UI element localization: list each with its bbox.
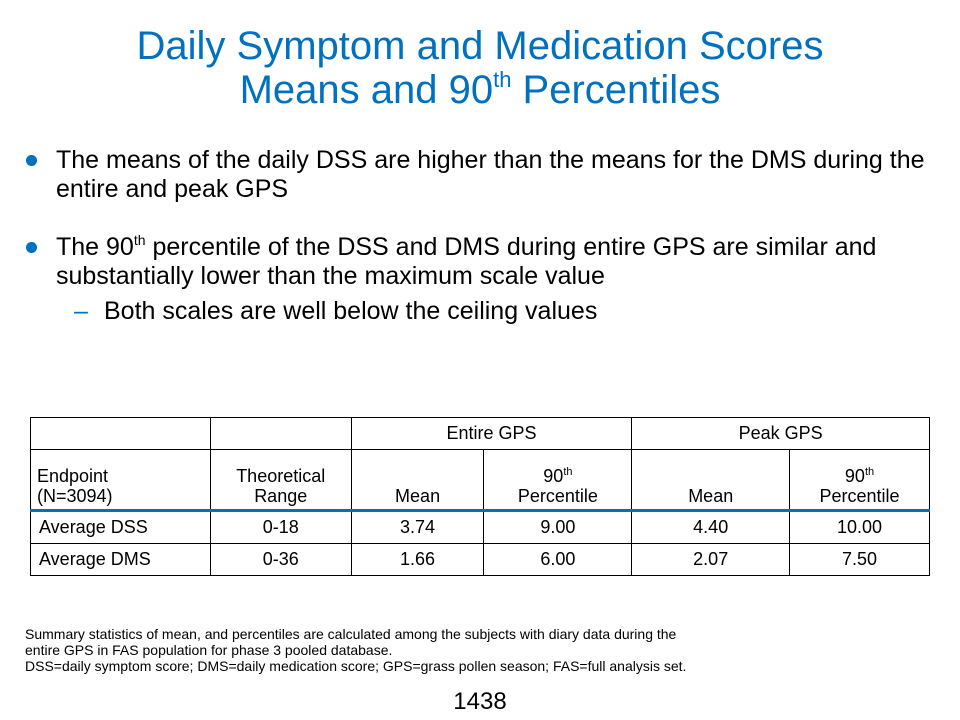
table-cell-empty <box>30 417 211 450</box>
sub-bullet-dash: – <box>74 297 88 325</box>
header-peak-p90: 90th Percentile <box>789 449 930 512</box>
footnote-line2: entire GPS in FAS population for phase 3… <box>25 642 393 658</box>
header-p90-num: 90 <box>844 466 865 486</box>
bullet-text-2-sup: th <box>133 232 146 248</box>
header-p90-label: Percentile <box>819 486 900 506</box>
cell-endpoint: Average DMS <box>30 543 211 576</box>
bullet-list: The means of the daily DSS are higher th… <box>22 146 952 326</box>
cell-entire-mean: 1.66 <box>350 543 485 576</box>
bullet-item-2: The 90th percentile of the DSS and DMS d… <box>22 233 952 291</box>
scores-table: Entire GPS Peak GPS Endpoint (N=3094) The… <box>30 417 930 576</box>
bullet-text-2-post: percentile of the DSS and DMS during ent… <box>56 233 877 290</box>
header-endpoint-label: Endpoint <box>37 466 109 486</box>
table-cell-empty <box>209 417 352 450</box>
slide-title-line2: Means and 90th Percentiles <box>0 68 960 112</box>
header-range-line2: Range <box>254 486 308 506</box>
page-number: 1438 <box>453 688 507 715</box>
cell-peak-p90: 10.00 <box>789 510 930 544</box>
title-line2-post: Percentiles <box>511 68 721 112</box>
bullet-text-1: The means of the daily DSS are higher th… <box>56 146 925 203</box>
bullet-dot-icon <box>26 155 37 166</box>
bullet-text-2-pre: The 90 <box>56 233 134 261</box>
footnote: Summary statistics of mean, and percenti… <box>25 626 945 674</box>
header-entire-p90: 90th Percentile <box>483 449 633 512</box>
cell-entire-p90: 9.00 <box>483 510 633 544</box>
header-p90-sup: th <box>563 466 573 478</box>
header-range-line1: Theoretical <box>236 466 326 486</box>
bullet-item-1: The means of the daily DSS are higher th… <box>22 146 952 204</box>
cell-entire-p90: 6.00 <box>483 543 633 576</box>
slide-title-line1: Daily Symptom and Medication Scores <box>136 24 824 68</box>
cell-peak-p90: 7.50 <box>789 543 930 576</box>
header-endpoint: Endpoint (N=3094) <box>30 449 211 512</box>
header-entire-gps: Entire GPS <box>350 417 633 450</box>
cell-range: 0-36 <box>209 543 352 576</box>
table-row: Average DSS 0-18 3.74 9.00 4.40 10.00 <box>30 510 930 544</box>
header-peak-mean: Mean <box>631 449 791 512</box>
header-p90-sup: th <box>864 466 875 478</box>
table-header-row: Endpoint (N=3094) Theoretical Range Mean 9… <box>30 449 930 512</box>
cell-peak-mean: 4.40 <box>631 510 791 544</box>
footnote-line3: DSS=daily symptom score; DMS=daily medic… <box>25 658 687 674</box>
table-header-group-row: Entire GPS Peak GPS <box>30 417 930 450</box>
header-theoretical-range: Theoretical Range <box>209 449 352 512</box>
slide-title: Daily Symptom and Medication Scores Mean… <box>0 24 960 112</box>
cell-range: 0-18 <box>209 510 352 544</box>
table-row: Average DMS 0-36 1.66 6.00 2.07 7.50 <box>30 543 930 576</box>
cell-peak-mean: 2.07 <box>631 543 791 576</box>
sub-bullet-text-1: Both scales are well below the ceiling v… <box>104 297 598 325</box>
cell-endpoint: Average DSS <box>30 510 211 544</box>
header-p90-num: 90 <box>543 466 564 486</box>
bullet-dot-icon <box>26 242 37 253</box>
footnote-line1: Summary statistics of mean, and percenti… <box>25 626 677 642</box>
header-peak-gps: Peak GPS <box>631 417 930 450</box>
header-endpoint-n: (N=3094) <box>37 486 113 506</box>
sub-bullet-item-1: – Both scales are well below the ceiling… <box>22 297 952 326</box>
header-p90-label: Percentile <box>517 486 598 506</box>
cell-entire-mean: 3.74 <box>350 510 485 544</box>
title-line2-sup: th <box>493 67 512 92</box>
header-entire-mean: Mean <box>350 449 485 512</box>
title-line2-pre: Means and 90 <box>239 68 494 112</box>
